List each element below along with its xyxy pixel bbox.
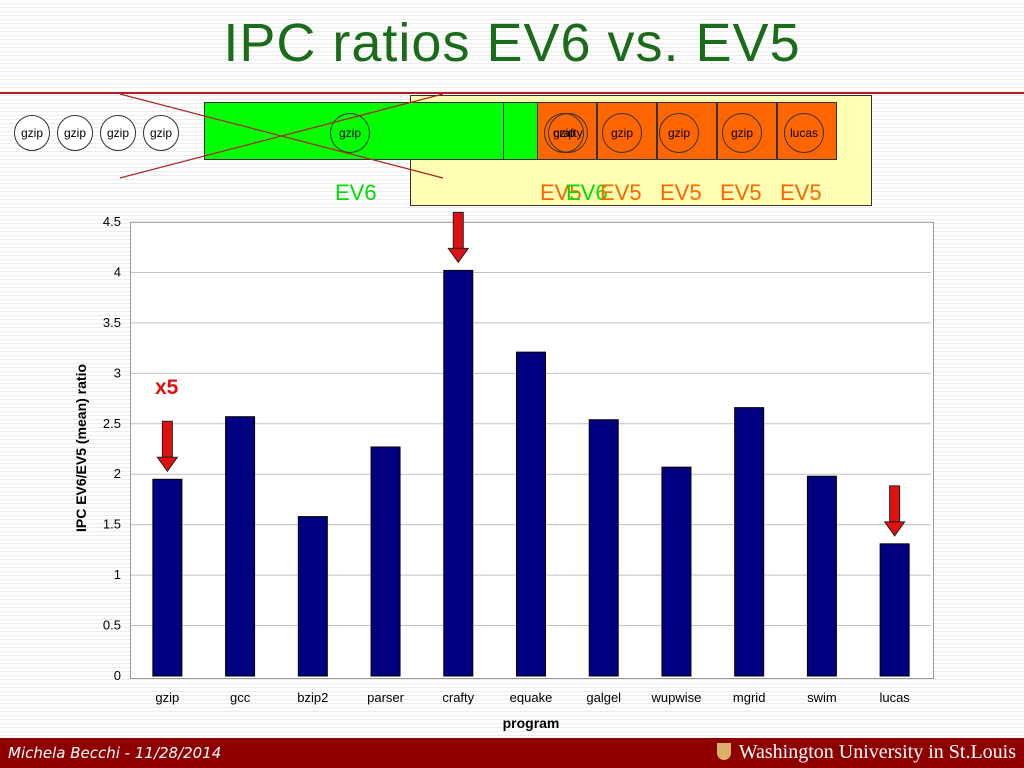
ev6-execution-bar-tail: [503, 102, 539, 160]
x5-annotation: x5: [155, 376, 179, 399]
arrow-shaft: [452, 211, 464, 249]
gzip-circle: gzip: [602, 113, 642, 153]
y-tick-label: 0: [114, 668, 121, 683]
y-tick-label: 4: [114, 264, 121, 279]
x-tick-label: mgrid: [733, 690, 766, 705]
bar-gzip: [152, 478, 183, 677]
bar-crafty: [443, 269, 474, 677]
bar-gcc: [225, 416, 256, 677]
university-logo: Washington University in St.Louis: [716, 741, 1016, 764]
bar-bzip2: [297, 516, 328, 677]
slide-title: IPC ratios EV6 vs. EV5: [223, 13, 801, 73]
gzip-circle: gzip: [14, 115, 50, 151]
x-tick-label: equake: [510, 690, 553, 705]
title-divider: [0, 92, 1024, 94]
ev5-label: EV5: [720, 180, 762, 205]
y-tick-label: 4.5: [103, 214, 121, 229]
gzip-circle: gzip: [57, 115, 93, 151]
y-tick-label: 0.5: [103, 618, 121, 633]
university-logo-text: Washington University in St.Louis: [738, 741, 1016, 763]
ev5-label: EV5: [780, 180, 822, 205]
shield-icon: [716, 743, 731, 760]
y-tick-label: 2: [114, 466, 121, 481]
y-tick-label: 1.5: [103, 517, 121, 532]
gzip-circle: gzip: [659, 113, 699, 153]
ev5-label: EV5: [660, 180, 702, 205]
gzip-circle: gzip: [330, 113, 370, 153]
arrow-head: [883, 521, 906, 537]
x-tick-label: wupwise: [651, 690, 702, 705]
ev6-label: EV6: [566, 180, 608, 205]
arrow-shaft: [889, 485, 901, 523]
ev5-label: EV5: [600, 180, 642, 205]
bar-galgel: [588, 419, 619, 677]
y-tick-label: 3: [114, 365, 121, 380]
x-tick-label: parser: [367, 690, 405, 705]
x-tick-label: crafty: [442, 690, 474, 705]
ev5-label: EV5: [540, 180, 582, 205]
bar-parser: [370, 446, 401, 677]
bar-equake: [516, 351, 546, 677]
bar-wupwise: [661, 466, 692, 677]
ev6-label: EV6: [335, 180, 377, 205]
bar-mgrid: [734, 407, 765, 677]
gzip-circle: gzip: [722, 113, 762, 153]
x-axis-label: program: [503, 715, 560, 731]
x-tick-label: bzip2: [297, 690, 328, 705]
y-axis-label: IPC EV6/EV5 (mean) ratio: [73, 364, 89, 532]
x-tick-label: gzip: [155, 690, 179, 705]
y-tick-label: 3.5: [103, 315, 121, 330]
arrow-shaft: [161, 420, 173, 458]
y-tick-label: 2.5: [103, 416, 121, 431]
y-tick-label: 1: [114, 567, 121, 582]
arrow-head: [156, 456, 179, 473]
x-tick-label: lucas: [879, 690, 910, 705]
strike-line: [119, 93, 444, 179]
gzip-circle: gzip: [544, 113, 584, 153]
bar-swim: [806, 475, 837, 677]
arrow-head: [447, 247, 470, 264]
x-tick-label: gcc: [230, 690, 251, 705]
bar-lucas: [879, 543, 910, 677]
down-arrow-icon: [447, 211, 470, 264]
footer-author: Michela Becchi - 11/28/2014: [8, 744, 222, 762]
x-tick-label: swim: [807, 690, 837, 705]
down-arrow-icon: [883, 485, 906, 537]
gzip-circle: gzip: [143, 115, 179, 151]
x-tick-label: galgel: [586, 690, 621, 705]
footer-bar: Michela Becchi - 11/28/2014 Washington U…: [0, 738, 1024, 768]
down-arrow-icon: [156, 420, 179, 473]
lucas-circle: lucas: [784, 113, 824, 153]
gzip-circle: gzip: [100, 115, 136, 151]
